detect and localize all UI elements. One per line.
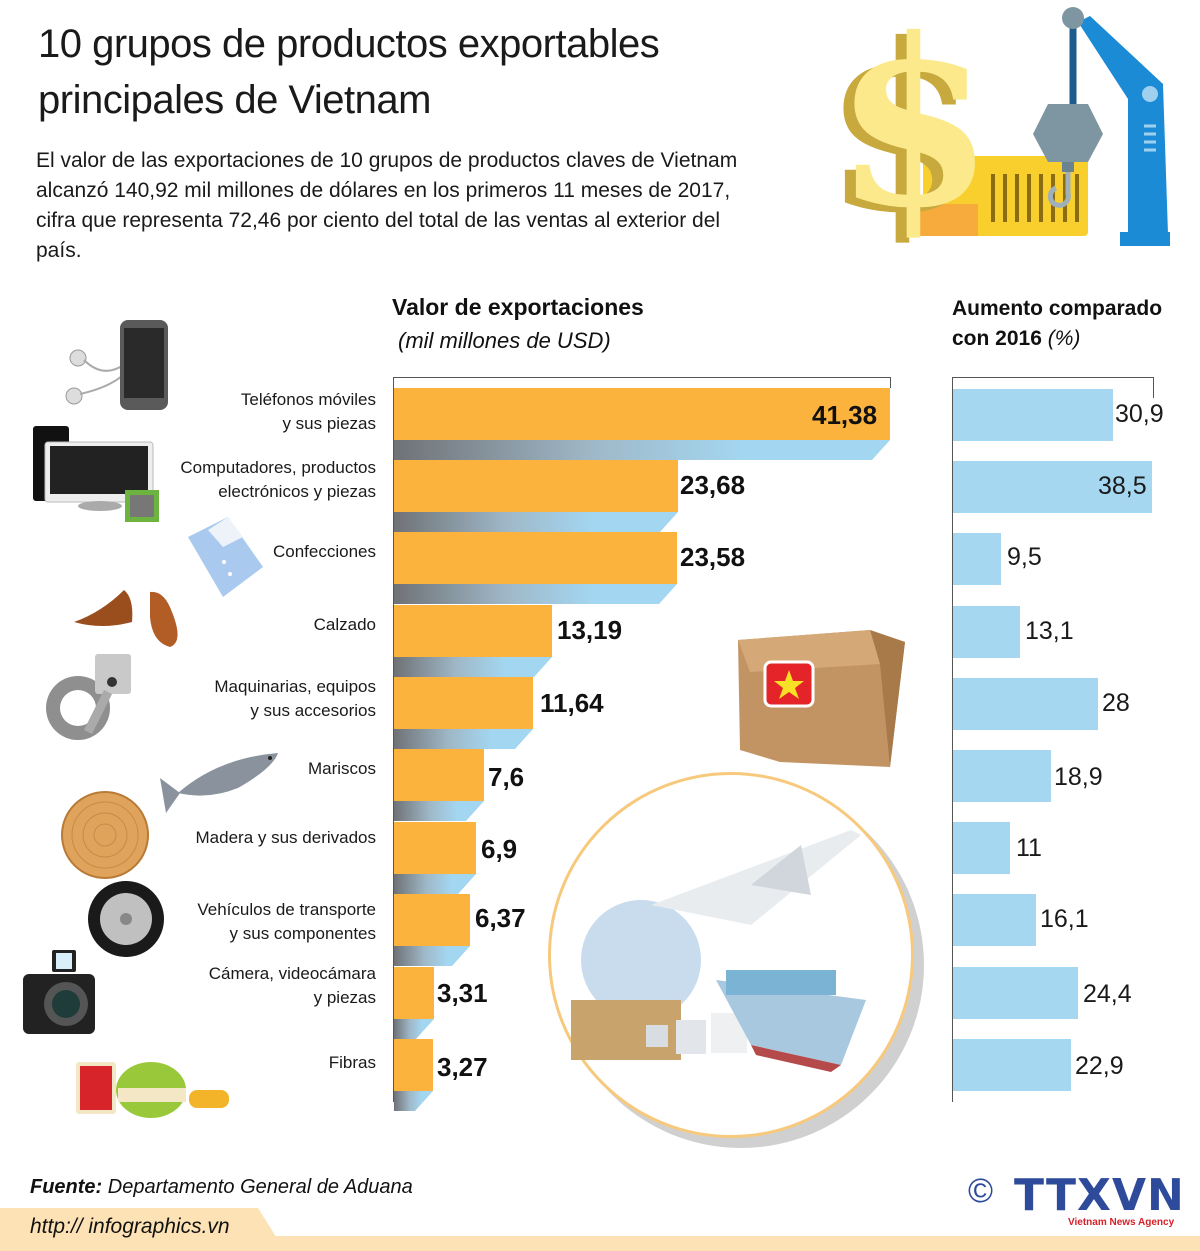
website-link[interactable]: http:// infographics.vn [30,1215,230,1238]
category-label: Mariscos [307,759,376,778]
export-chart-frame [393,377,891,388]
export-value-header: Valor de exportaciones [392,294,644,320]
growth-header-unit: (%) [1047,327,1081,350]
category-label: Madera y sus derivados [195,828,376,847]
airplane-ship-globe-icon [571,830,866,1072]
export-bar [394,749,484,801]
growth-bar [953,606,1020,658]
export-value: 11,64 [540,688,604,718]
source-note: Fuente: Departamento General de Aduana [30,1176,413,1199]
category-label: Confecciones [272,542,376,561]
shoes-icon [72,582,187,657]
export-value-unit: (mil millones de USD) [398,328,611,353]
dollar-crane-illustration: $ $ [823,0,1178,264]
shirt-icon [178,512,268,607]
fish-icon [158,748,283,823]
export-bar [394,388,890,440]
growth-bar [953,750,1051,802]
growth-bar [953,822,1010,874]
export-value: 23,68 [680,470,746,500]
copyright-icon: © [968,1172,994,1210]
bar-shadow [394,946,470,966]
growth-bar [953,533,1001,585]
growth-value: 28 [1102,689,1130,717]
thread-spool-icon [74,1050,234,1125]
growth-bar [953,967,1078,1019]
growth-value: 16,1 [1040,905,1089,933]
category-label: Maquinarias, equipos y sus accesorios [214,677,376,720]
export-bar [394,460,678,512]
growth-header-line1: Aumento comparado [952,297,1163,320]
category-label: Vehículos de transporte y sus componentes [197,900,376,943]
export-bar [394,605,552,657]
footer-url-tab [0,1208,285,1251]
category-label: Teléfonos móviles y sus piezas [240,390,376,433]
category-label: Fibras [328,1053,376,1072]
svg-text:$: $ [834,4,994,249]
export-bar [394,967,434,1019]
growth-bar [953,894,1036,946]
category-label: Calzado [313,615,376,634]
bar-shadow [394,657,552,677]
export-value: 41,38 [812,400,878,430]
growth-value: 13,1 [1025,617,1074,645]
dollar-crane-icon: $ $ [823,0,1170,264]
category-label: Computadores, productos electrónicos y pi… [180,458,376,501]
export-chart-axis [393,377,394,1102]
computer-icon [30,424,165,529]
intro-paragraph: El valor de las exportaciones de 10 grup… [36,149,738,262]
growth-bar [953,678,1098,730]
footer-band [0,1236,1200,1251]
bar-shadow [394,584,677,604]
export-bar [394,894,470,946]
growth-header-line2: con 2016 [952,327,1042,350]
bar-shadow [394,440,890,460]
growth-value: 24,4 [1083,980,1132,1008]
bar-shadow [394,1019,434,1039]
logo-subtext: Vietnam News Agency [1068,1217,1175,1228]
bar-shadow [394,801,484,821]
export-bar [394,677,533,729]
tire-icon [86,879,166,964]
growth-value: 18,9 [1054,763,1103,791]
export-value: 6,9 [481,834,518,864]
wood-log-icon [60,790,150,885]
export-bar [394,532,677,584]
growth-value: 38,5 [1098,472,1147,500]
growth-value: 30,9 [1115,400,1164,428]
growth-bar [953,461,1152,513]
export-value: 23,58 [680,542,746,572]
category-label: Cámera, videocámara y piezas [208,964,376,1007]
logistics-illustration [548,772,914,1138]
bar-shadow [394,729,533,749]
growth-value: 9,5 [1007,543,1042,571]
bar-shadow [394,1091,433,1111]
export-value: 13,19 [557,615,623,645]
growth-header: Aumento comparado con 2016 (%) [952,294,1162,354]
gear-piston-icon [40,652,135,752]
bar-shadow [394,512,678,532]
bar-shadow [394,874,476,894]
growth-bar [953,389,1113,441]
title-line-2: principales de Vietnam [38,78,431,122]
title-line-1: 10 grupos de productos exportables [38,22,660,66]
export-value: 3,27 [437,1052,488,1082]
page-title: 10 grupos de productos exportables princ… [38,16,660,128]
growth-value: 22,9 [1075,1052,1124,1080]
svg-text:$: $ [828,4,983,249]
growth-chart-axis [952,377,953,1102]
source-label: Fuente: [30,1176,103,1198]
export-bar [394,1039,433,1091]
shipping-box-icon [730,612,920,777]
export-value: 6,37 [475,903,526,933]
export-value: 7,6 [488,762,525,792]
growth-value: 11 [1016,834,1042,862]
camera-icon [22,948,97,1041]
source-text: Departamento General de Aduana [107,1176,413,1198]
mobile-phone-icon [62,318,172,418]
export-bar [394,822,476,874]
export-value: 3,31 [437,978,488,1008]
logo-text: TTXVN [1014,1170,1185,1221]
growth-bar [953,1039,1071,1091]
